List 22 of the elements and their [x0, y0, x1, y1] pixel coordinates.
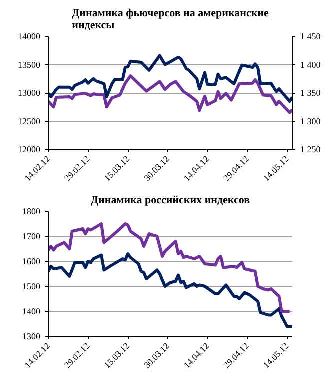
line-series [48, 54, 292, 103]
y-tick-label: 12500 [18, 116, 41, 126]
y2-tick-label: 1 450 [300, 32, 322, 42]
y-tick-label: 13000 [18, 88, 41, 98]
y2-tick-label: 1 250 [300, 144, 322, 154]
chart-title: Динамика фьючерсов на американские индексы [72, 8, 270, 32]
line-series [48, 74, 292, 114]
line-series [48, 252, 292, 328]
line-series [48, 222, 292, 313]
y-tick-label: 1300 [22, 332, 41, 342]
chart-title: Динамика российских индексов [90, 194, 250, 206]
y-tick-label: 1500 [22, 282, 41, 292]
y2-tick-label: 1 400 [300, 60, 322, 70]
y-tick-label: 1400 [22, 306, 41, 316]
y2-tick-label: 1 300 [300, 116, 322, 126]
y2-tick-label: 1 350 [300, 88, 322, 98]
y-tick-label: 1800 [22, 206, 41, 216]
y-tick-label: 14000 [18, 32, 41, 42]
y-tick-label: 1600 [22, 256, 41, 266]
y-tick-label: 12000 [18, 144, 41, 154]
y-tick-label: 1700 [22, 232, 41, 242]
y-tick-label: 13500 [18, 60, 41, 70]
